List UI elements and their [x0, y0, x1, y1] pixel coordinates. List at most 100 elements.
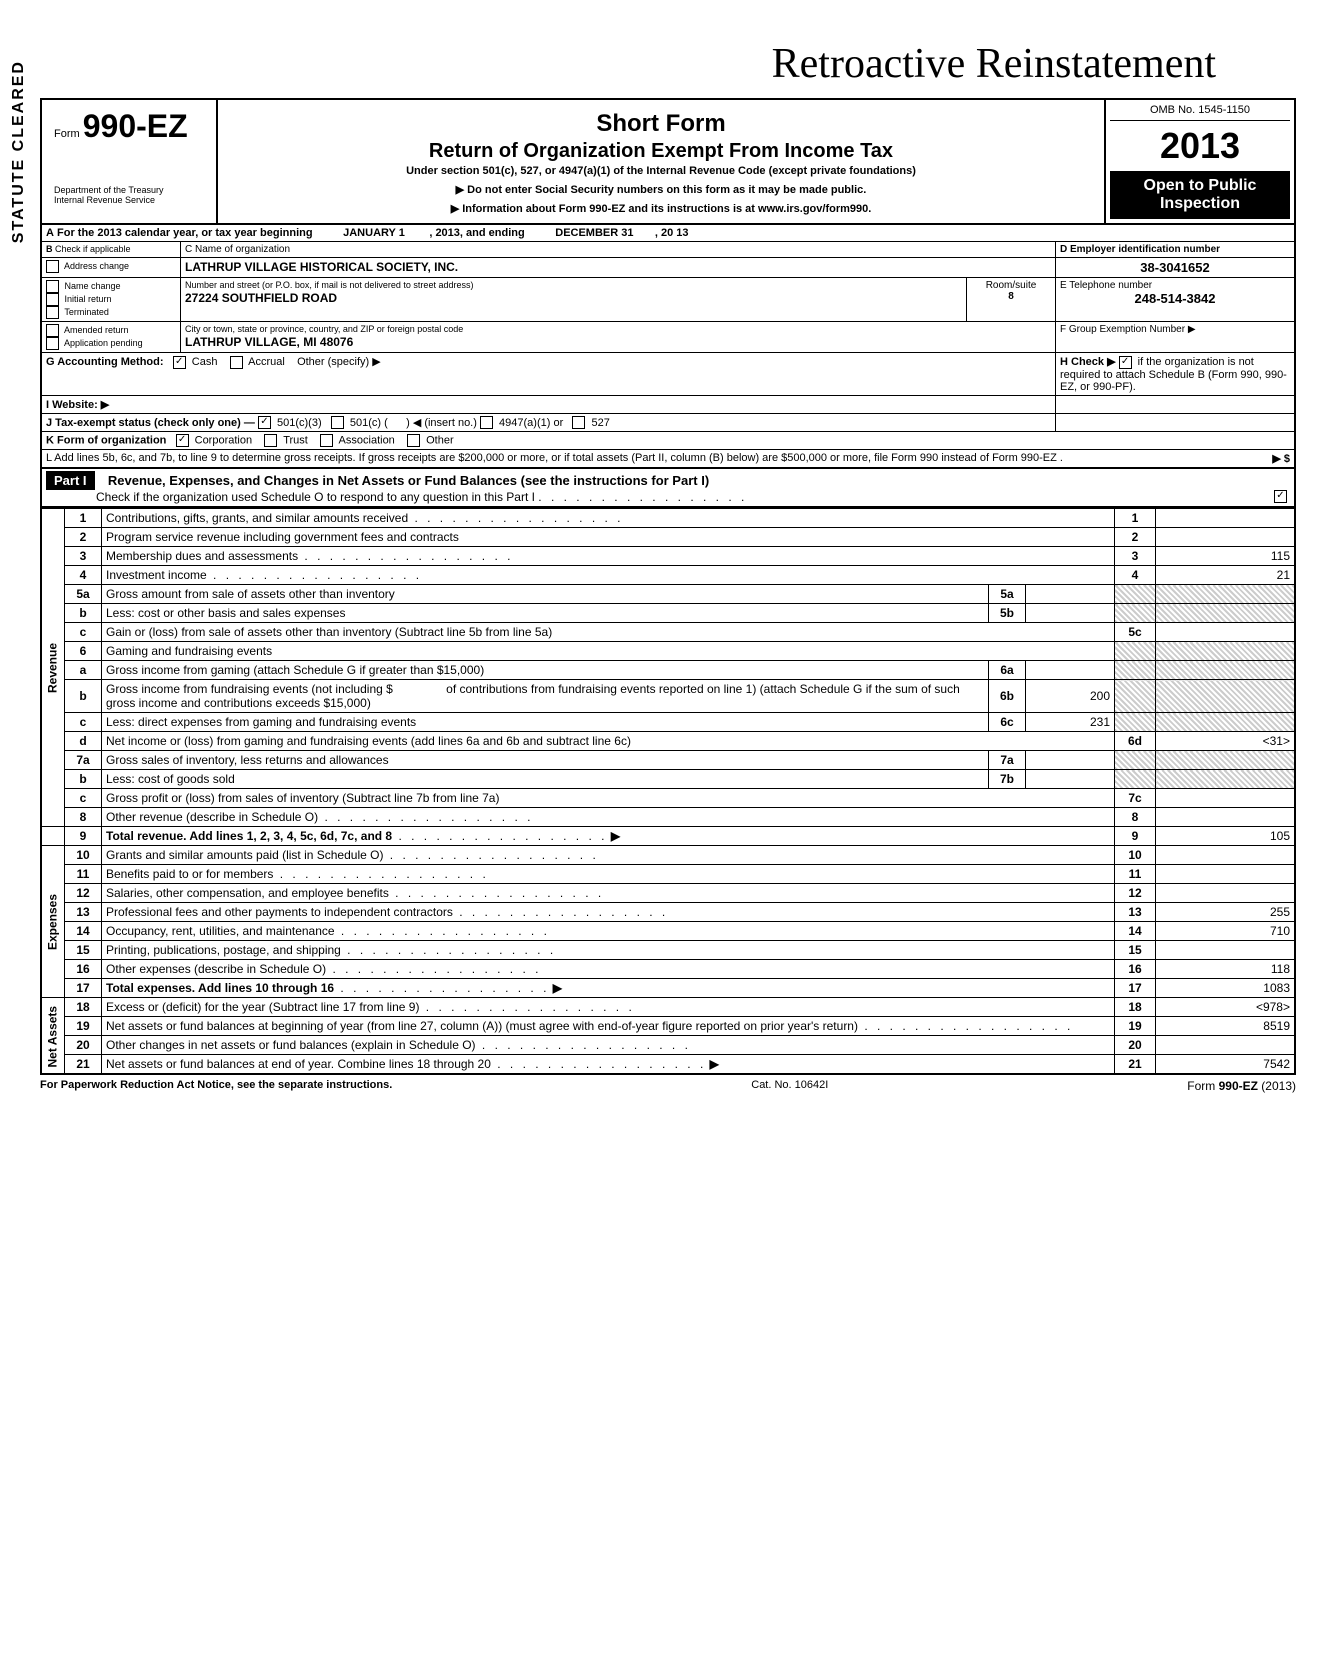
checkbox-h[interactable]: ✓ [1119, 356, 1132, 369]
line21-desc: Net assets or fund balances at end of ye… [106, 1057, 491, 1071]
line7a-desc: Gross sales of inventory, less returns a… [106, 753, 389, 767]
pending-label: Application pending [64, 338, 143, 348]
return-title: Return of Organization Exempt From Incom… [226, 140, 1096, 163]
trust-label: Trust [283, 435, 308, 447]
form-number-box: Form 990-EZ Department of the Treasury I… [42, 100, 218, 223]
other-org-label: Other [426, 435, 454, 447]
assoc-label: Association [339, 435, 395, 447]
end-date: DECEMBER 31 [555, 227, 633, 239]
tax-year: 2013 [1110, 121, 1290, 171]
line7b-desc: Less: cost of goods sold [106, 772, 235, 786]
e-label: E Telephone number [1060, 280, 1152, 291]
line3-desc: Membership dues and assessments [106, 549, 298, 563]
instruction-info: ▶ Information about Form 990-EZ and its … [226, 202, 1096, 215]
paperwork-notice: For Paperwork Reduction Act Notice, see … [40, 1079, 392, 1093]
mid-text: , 2013, and ending [429, 227, 524, 239]
city-value: LATHRUP VILLAGE, MI 48076 [185, 335, 353, 349]
line1-val [1156, 509, 1296, 528]
begin-date: JANUARY 1 [343, 227, 405, 239]
line18-val: <978> [1156, 998, 1296, 1017]
insert-no-label: ) ◀ (insert no.) [406, 417, 477, 429]
form-label: Form [54, 128, 80, 140]
h-label: H Check ▶ [1060, 356, 1116, 368]
phone-value: 248-514-3842 [1060, 291, 1290, 306]
line13-val: 255 [1156, 903, 1296, 922]
short-form-title: Short Form [226, 110, 1096, 138]
expenses-section-label: Expenses [41, 846, 65, 998]
corp-label: Corporation [195, 435, 252, 447]
line17-desc: Total expenses. Add lines 10 through 16 [106, 981, 334, 995]
checkbox-501c[interactable] [331, 416, 344, 429]
line6c-val: 231 [1026, 713, 1115, 732]
form-ref: Form 990-EZ (2013) [1187, 1079, 1296, 1093]
checkbox-cash[interactable]: ✓ [173, 356, 186, 369]
line4-val: 21 [1156, 566, 1296, 585]
form-number: 990-EZ [83, 108, 188, 144]
org-name-value: LATHRUP VILLAGE HISTORICAL SOCIETY, INC. [181, 258, 1056, 277]
checkbox-trust[interactable] [264, 434, 277, 447]
d-label: D Employer identification number [1060, 244, 1220, 255]
line8-val [1156, 808, 1296, 827]
line5a-desc: Gross amount from sale of assets other t… [106, 587, 395, 601]
501c3-label: 501(c)(3) [277, 417, 322, 429]
checkbox-corp[interactable]: ✓ [176, 434, 189, 447]
line9-val: 105 [1156, 827, 1296, 846]
line15-desc: Printing, publications, postage, and shi… [106, 943, 341, 957]
line10-desc: Grants and similar amounts paid (list in… [106, 848, 383, 862]
line6b-val: 200 [1026, 680, 1115, 713]
b-label: Check if applicable [55, 244, 131, 254]
title-box: Short Form Return of Organization Exempt… [218, 100, 1106, 223]
l-arrow: ▶ $ [1272, 452, 1290, 465]
line6d-val: <31> [1156, 732, 1296, 751]
revenue-section-label: Revenue [41, 509, 65, 827]
line16-val: 118 [1156, 960, 1296, 979]
checkbox-terminated[interactable] [46, 306, 59, 319]
net-assets-section-label: Net Assets [41, 998, 65, 1075]
checkbox-schedule-o[interactable]: ✓ [1274, 490, 1287, 503]
cat-no: Cat. No. 10642I [751, 1079, 828, 1093]
checkbox-amended[interactable] [46, 324, 59, 337]
omb-number: OMB No. 1545-1150 [1110, 104, 1290, 121]
amended-label: Amended return [64, 325, 129, 335]
checkbox-527[interactable] [572, 416, 585, 429]
address-change-label: Address change [64, 261, 129, 271]
year-box: OMB No. 1545-1150 2013 Open to Public In… [1106, 100, 1294, 223]
checkbox-address-change[interactable] [46, 260, 59, 273]
checkbox-initial-return[interactable] [46, 293, 59, 306]
form-header: Form 990-EZ Department of the Treasury I… [40, 98, 1296, 225]
line2-val [1156, 528, 1296, 547]
footer-row: For Paperwork Reduction Act Notice, see … [40, 1079, 1296, 1093]
checkbox-other-org[interactable] [407, 434, 420, 447]
part1-title: Revenue, Expenses, and Changes in Net As… [108, 473, 709, 488]
line7c-val [1156, 789, 1296, 808]
street-label: Number and street (or P.O. box, if mail … [185, 280, 473, 290]
end-year: , 20 13 [655, 227, 689, 239]
checkbox-name-change[interactable] [46, 280, 59, 293]
street-value: 27224 SOUTHFIELD ROAD [185, 291, 337, 305]
f-label: F Group Exemption Number ▶ [1060, 324, 1196, 335]
line5b-desc: Less: cost or other basis and sales expe… [106, 606, 345, 620]
line12-desc: Salaries, other compensation, and employ… [106, 886, 389, 900]
ein-value: 38-3041652 [1056, 258, 1294, 277]
lines-table: Revenue 1 Contributions, gifts, grants, … [40, 508, 1296, 1075]
other-specify-label: Other (specify) ▶ [297, 356, 381, 368]
j-label: J Tax-exempt status (check only one) — [46, 417, 255, 429]
k-label: K Form of organization [46, 435, 166, 447]
line14-val: 710 [1156, 922, 1296, 941]
line21-val: 7542 [1156, 1055, 1296, 1075]
checkbox-501c3[interactable]: ✓ [258, 416, 271, 429]
line18-desc: Excess or (deficit) for the year (Subtra… [106, 1000, 419, 1014]
checkbox-accrual[interactable] [230, 356, 243, 369]
checkbox-pending[interactable] [46, 337, 59, 350]
g-label: G Accounting Method: [46, 356, 164, 368]
line3-val: 115 [1156, 547, 1296, 566]
cash-label: Cash [192, 356, 218, 368]
527-label: 527 [591, 417, 609, 429]
line6-desc: Gaming and fundraising events [106, 644, 272, 658]
subtitle: Under section 501(c), 527, or 4947(a)(1)… [226, 165, 1096, 177]
checkbox-assoc[interactable] [320, 434, 333, 447]
terminated-label: Terminated [64, 307, 109, 317]
identification-section: A For the 2013 calendar year, or tax yea… [40, 225, 1296, 469]
checkbox-4947[interactable] [480, 416, 493, 429]
line6c-desc: Less: direct expenses from gaming and fu… [106, 715, 416, 729]
